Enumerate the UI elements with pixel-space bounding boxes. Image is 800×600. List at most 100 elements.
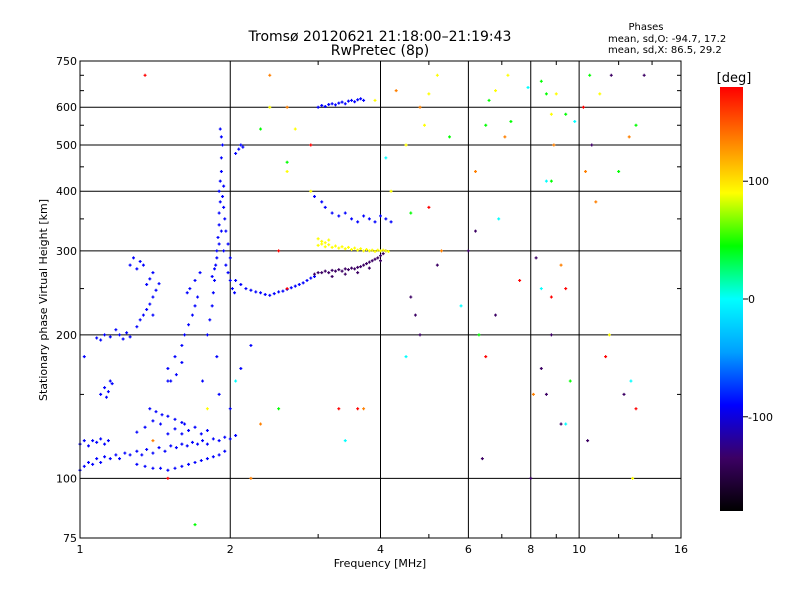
data-point xyxy=(281,289,285,293)
data-point xyxy=(568,379,572,383)
data-point xyxy=(201,439,205,443)
data-point xyxy=(356,248,360,252)
data-point xyxy=(226,242,230,246)
data-point xyxy=(215,355,219,359)
data-point xyxy=(466,249,470,253)
data-point xyxy=(103,333,107,337)
data-point xyxy=(198,271,202,275)
data-point xyxy=(228,278,232,282)
data-point xyxy=(293,284,297,288)
data-point xyxy=(427,205,431,209)
data-point xyxy=(218,179,222,183)
data-point xyxy=(193,278,197,282)
data-point xyxy=(327,102,331,106)
data-point xyxy=(384,156,388,160)
data-point xyxy=(193,460,197,464)
y-tick-label: 300 xyxy=(56,245,77,258)
data-point xyxy=(379,249,382,253)
data-point xyxy=(151,419,155,423)
data-point xyxy=(365,262,369,266)
data-point xyxy=(598,92,602,96)
data-point xyxy=(91,439,95,443)
data-point xyxy=(180,442,184,446)
data-point xyxy=(480,457,484,461)
data-point xyxy=(163,449,167,453)
data-point xyxy=(193,304,197,308)
data-point xyxy=(159,422,163,426)
data-point xyxy=(413,313,417,317)
data-point xyxy=(564,287,568,291)
data-point xyxy=(166,468,170,472)
colorbar-tick-label: -100 xyxy=(748,411,773,424)
data-point xyxy=(627,135,631,139)
data-point xyxy=(91,462,95,466)
data-point xyxy=(205,407,209,411)
data-point xyxy=(409,211,413,215)
data-point xyxy=(534,256,538,260)
data-point xyxy=(221,143,225,147)
data-point xyxy=(211,291,215,295)
data-point xyxy=(418,333,422,337)
data-point xyxy=(293,127,297,131)
data-point xyxy=(573,120,577,124)
data-point xyxy=(234,278,238,282)
data-point xyxy=(409,295,413,299)
data-point xyxy=(141,313,145,317)
data-point xyxy=(180,432,184,436)
colorbar xyxy=(720,87,743,511)
data-point xyxy=(642,73,646,77)
data-point xyxy=(226,271,230,275)
data-point xyxy=(211,437,215,441)
data-point xyxy=(312,194,316,198)
data-point xyxy=(205,442,209,446)
data-point xyxy=(239,366,243,370)
data-point xyxy=(190,313,194,317)
x-tick-label: 16 xyxy=(674,543,688,556)
data-point xyxy=(87,444,91,448)
data-point xyxy=(103,455,107,459)
data-point xyxy=(353,100,357,104)
data-point xyxy=(228,437,232,441)
data-point xyxy=(340,269,344,273)
data-point xyxy=(82,355,86,359)
data-point xyxy=(268,293,272,297)
data-point xyxy=(219,169,223,173)
data-point xyxy=(268,105,272,109)
data-point xyxy=(210,275,214,279)
data-point xyxy=(218,127,222,131)
data-point xyxy=(128,263,132,267)
data-point xyxy=(427,92,431,96)
data-point xyxy=(484,123,488,127)
data-point xyxy=(268,73,272,77)
data-point xyxy=(180,360,184,364)
data-point xyxy=(173,417,177,421)
data-point xyxy=(379,214,382,218)
data-point xyxy=(215,249,219,253)
data-point xyxy=(350,266,354,270)
x-tick-label: 2 xyxy=(227,543,234,556)
data-point xyxy=(151,466,155,470)
data-point xyxy=(103,386,107,390)
data-point xyxy=(506,73,510,77)
data-point xyxy=(309,189,313,193)
data-point xyxy=(459,304,463,308)
data-point xyxy=(199,459,203,463)
data-point xyxy=(121,337,125,341)
data-point xyxy=(154,288,158,292)
y-tick-label: 600 xyxy=(56,101,77,114)
data-point xyxy=(151,295,155,299)
data-point xyxy=(99,460,103,464)
data-point xyxy=(320,242,324,246)
data-point xyxy=(418,105,422,109)
data-point xyxy=(143,73,147,77)
data-point xyxy=(564,112,568,116)
data-point xyxy=(320,239,324,243)
data-point xyxy=(389,189,393,193)
data-point xyxy=(223,217,227,221)
data-point xyxy=(108,457,112,461)
data-point xyxy=(166,414,170,418)
data-point xyxy=(145,282,149,286)
data-point xyxy=(309,143,313,147)
data-point xyxy=(219,229,223,233)
